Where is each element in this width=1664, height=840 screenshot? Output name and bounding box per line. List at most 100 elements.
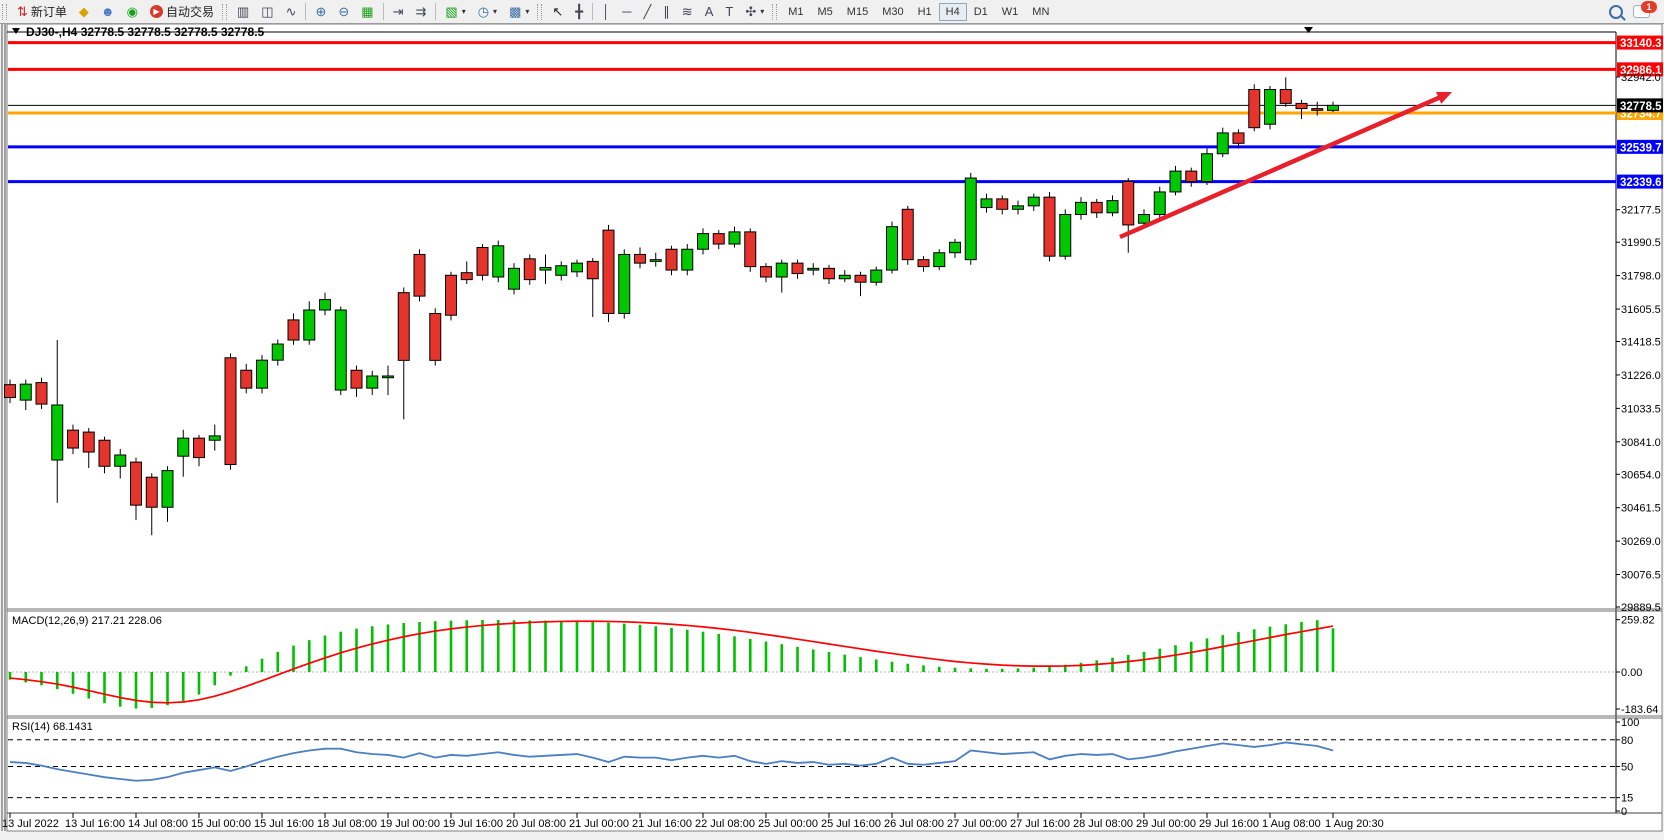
rsi-label: RSI(14) 68.1431: [12, 721, 93, 733]
candle-body: [271, 343, 284, 361]
bar-chart-button[interactable]: ▥: [231, 1, 255, 23]
time-tick-label: 15 Jul 00:00: [191, 818, 251, 830]
candle-body: [366, 375, 379, 389]
candle-body: [256, 359, 268, 389]
candle-body: [744, 231, 757, 268]
horizontal-line-icon: ─: [622, 4, 632, 19]
vertical-line-tool-button[interactable]: │: [596, 1, 616, 23]
candle-body: [618, 253, 631, 314]
text-icon: A: [704, 4, 714, 19]
text-tool-button[interactable]: A: [699, 1, 720, 23]
candle-chart-button[interactable]: ◫: [255, 1, 279, 23]
auto-scroll-button[interactable]: ⇥: [387, 1, 410, 23]
timeframe-m30[interactable]: M30: [882, 5, 904, 18]
candles: [4, 77, 1339, 536]
candle-body: [760, 266, 772, 278]
signals-button[interactable]: ◉: [121, 1, 144, 23]
price-tick-label: 30461.5: [1621, 503, 1661, 515]
group-grip: [221, 3, 227, 20]
candle-body: [1201, 153, 1213, 183]
timeframe-h4[interactable]: H4: [938, 2, 967, 21]
horizontal-line-tool-button[interactable]: ─: [616, 1, 637, 23]
timeframe-h1[interactable]: H1: [917, 5, 932, 18]
chart-shift-button[interactable]: ⇉: [409, 1, 432, 23]
time-tick-label: 26 Jul 08:00: [884, 818, 944, 830]
new-order-icon: ⇅: [17, 4, 28, 19]
vertical-line-icon: │: [602, 4, 611, 19]
candle-body: [1075, 201, 1087, 216]
time-tick-label: 15 Jul 16:00: [254, 818, 314, 830]
candle-body: [1138, 214, 1150, 224]
price-tick-label: 30076.5: [1621, 570, 1661, 582]
candle-body: [1264, 89, 1276, 125]
candle-body: [240, 369, 253, 389]
svg-text:259.82: 259.82: [1621, 615, 1655, 627]
cursor-tool-button[interactable]: ↖: [546, 1, 569, 23]
trend-arrow[interactable]: [1119, 91, 1452, 240]
time-tick-label: 27 Jul 00:00: [947, 818, 1007, 830]
trendline-tool-button[interactable]: ╱: [637, 1, 657, 23]
line-chart-button[interactable]: ∿: [280, 1, 303, 23]
symbol-dropdown-icon[interactable]: [12, 28, 20, 34]
candle-body: [208, 435, 221, 441]
separator: [435, 3, 437, 20]
separator: [382, 3, 384, 20]
scroll-end-marker[interactable]: [1304, 27, 1313, 33]
candle-body: [1311, 108, 1324, 111]
clock-icon: ◷: [477, 4, 490, 19]
time-tick-label: 18 Jul 08:00: [317, 818, 377, 830]
search-icon[interactable]: [1609, 4, 1623, 19]
label-tool-button[interactable]: T: [719, 1, 739, 23]
candle-body: [319, 299, 331, 311]
candle-body: [1106, 200, 1119, 214]
candle-body: [1295, 102, 1308, 110]
candle-body: [728, 231, 741, 245]
arrows-tool-button[interactable]: ✣ ▾: [739, 1, 770, 23]
templates-button[interactable]: ▩ ▾: [503, 1, 535, 23]
time-tick-label: 27 Jul 16:00: [1010, 818, 1070, 830]
new-chart-button[interactable]: ▧ ▾: [439, 1, 471, 23]
group-grip: [537, 3, 543, 20]
timeframe-w1[interactable]: W1: [1001, 5, 1019, 18]
candle-body: [1216, 132, 1229, 155]
price-tag-label: 32539.7: [1620, 142, 1662, 154]
time-tick-label: 28 Jul 08:00: [1073, 818, 1133, 830]
candle-body: [82, 431, 95, 453]
periods-button[interactable]: ◷ ▾: [472, 1, 503, 23]
new-order-button[interactable]: ⇅ 新订单: [11, 1, 73, 23]
rsi-pane: RSI(14) 68.1431 100 80 50 150: [8, 717, 1639, 818]
timeframe-m15[interactable]: M15: [846, 5, 869, 18]
time-axis: 13 Jul 2022 13 Jul 16:00 14 Jul 08:00 15 Ju…: [2, 813, 1384, 830]
candle-body: [791, 262, 804, 275]
crosshair-tool-button[interactable]: ╋: [569, 1, 589, 23]
profile-button[interactable]: ☻: [95, 1, 121, 23]
timeframe-mn[interactable]: MN: [1032, 5, 1050, 18]
auto-trading-button[interactable]: ▶ 自动交易: [144, 1, 220, 23]
mql-community-button[interactable]: ◆: [73, 1, 95, 23]
toolbar: ⇅ 新订单 ◆ ☻ ◉ ▶ 自动交易 ▥ ◫ ∿ ⊕ ⊖ ▦ ⇥ ⇉ ▧ ▾ ◷ ▾…: [0, 0, 1664, 24]
zoom-out-button[interactable]: ⊖: [332, 1, 355, 23]
price-tick-label: 31418.5: [1621, 337, 1661, 349]
tile-windows-button[interactable]: ▦: [355, 1, 379, 23]
timeframe-m1[interactable]: M1: [788, 5, 804, 18]
timeframe-m5[interactable]: M5: [817, 5, 833, 18]
zoom-in-button[interactable]: ⊕: [309, 1, 332, 23]
candle-body: [1027, 196, 1040, 207]
chat-icon[interactable]: 1: [1633, 1, 1657, 18]
channel-tool-button[interactable]: ∥: [657, 1, 676, 23]
auto-scroll-icon: ⇥: [392, 4, 404, 19]
time-tick-label: 21 Jul 16:00: [632, 818, 692, 830]
fibonacci-icon: ≋: [681, 4, 693, 19]
candle-body: [838, 274, 851, 280]
macd-pane: MACD(12,26,9) 217.21 228.06 259.82 0.00 -18…: [8, 615, 1658, 716]
chart-title: DJ30-,H4 32778.5 32778.5 32778.5 32778.5: [26, 25, 265, 39]
svg-text:50: 50: [1621, 762, 1633, 774]
price-tag-label: 32986.1: [1620, 65, 1662, 77]
fibonacci-tool-button[interactable]: ≋: [676, 1, 699, 23]
candle-body: [933, 252, 946, 268]
bar-chart-icon: ▥: [236, 4, 250, 19]
chart-window: [6, 23, 1663, 832]
timeframe-d1[interactable]: D1: [973, 5, 988, 18]
